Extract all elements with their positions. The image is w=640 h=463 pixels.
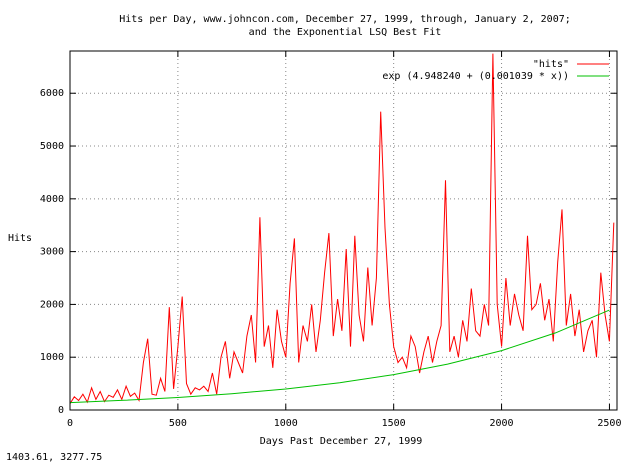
y-tick-label: 1000	[40, 352, 64, 363]
legend-label: exp (4.948240 + (0.001039 * x))	[382, 71, 569, 82]
x-tick-label: 2000	[490, 418, 514, 429]
x-tick-label: 2500	[597, 418, 621, 429]
chart-title: and the Exponential LSQ Best Fit	[249, 27, 442, 38]
plot-frame	[69, 50, 618, 411]
data-line	[69, 309, 610, 404]
y-axis-label: Hits	[8, 233, 32, 244]
x-tick-label: 1500	[382, 418, 406, 429]
y-tick-label: 3000	[40, 247, 64, 258]
y-tick-label: 2000	[40, 299, 64, 310]
y-tick-label: 4000	[40, 194, 64, 205]
y-tick-label: 6000	[40, 88, 64, 99]
legend-label: "hits"	[533, 59, 569, 70]
status-text: 1403.61, 3277.75	[6, 452, 102, 463]
y-tick-label: 5000	[40, 141, 64, 152]
y-tick-label: 0	[58, 405, 64, 416]
x-tick-label: 0	[67, 418, 73, 429]
chart-title: Hits per Day, www.johncon.com, December …	[119, 14, 571, 25]
data-line	[69, 53, 615, 404]
x-axis-label: Days Past December 27, 1999	[260, 436, 423, 447]
x-tick-label: 500	[169, 418, 187, 429]
x-tick-label: 1000	[274, 418, 298, 429]
